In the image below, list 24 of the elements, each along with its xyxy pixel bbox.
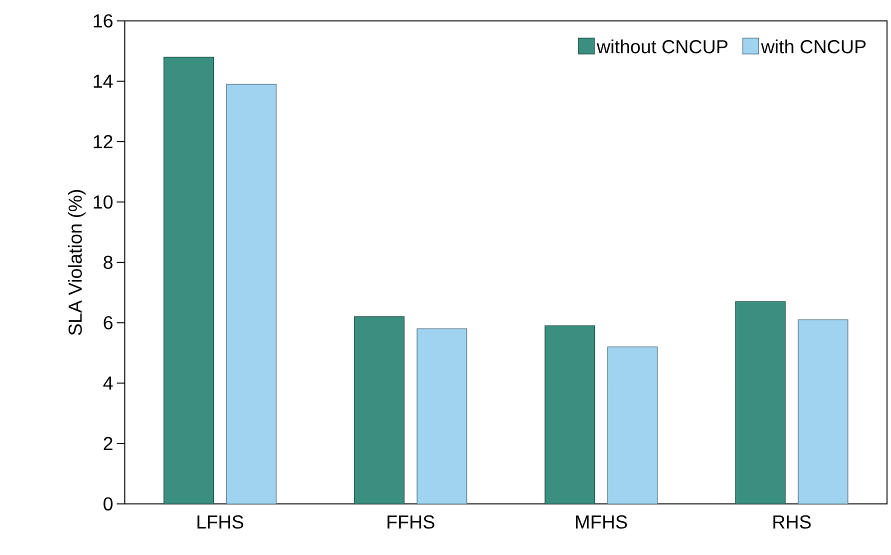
x-tick-label: RHS: [773, 516, 811, 529]
y-tick-label: 4: [103, 376, 113, 390]
y-tick-label: 12: [94, 135, 112, 148]
bar: [607, 346, 658, 504]
y-tick-label: 14: [94, 74, 113, 88]
y-tick-label: 0: [104, 497, 113, 511]
x-tick-label: MFHS: [576, 516, 627, 529]
bar: [354, 316, 405, 504]
y-axis-title: SLA Violation (%): [68, 190, 86, 336]
bar: [798, 320, 848, 504]
legend-label: without CNCUP: [596, 40, 728, 54]
bar: [544, 326, 596, 504]
bar: [735, 301, 786, 504]
y-tick-label: 16: [94, 14, 112, 28]
x-tick-label: FFHS: [388, 516, 434, 529]
legend-label: with CNCUP: [761, 40, 866, 54]
bar: [416, 328, 468, 504]
bar: [164, 56, 214, 504]
y-tick-label: 10: [94, 196, 113, 209]
y-tick-label: 6: [104, 316, 112, 330]
y-tick-label: 8: [104, 256, 112, 270]
y-tick-label: 2: [104, 437, 112, 450]
x-tick-label: LFHS: [198, 516, 244, 529]
bar: [226, 84, 277, 504]
